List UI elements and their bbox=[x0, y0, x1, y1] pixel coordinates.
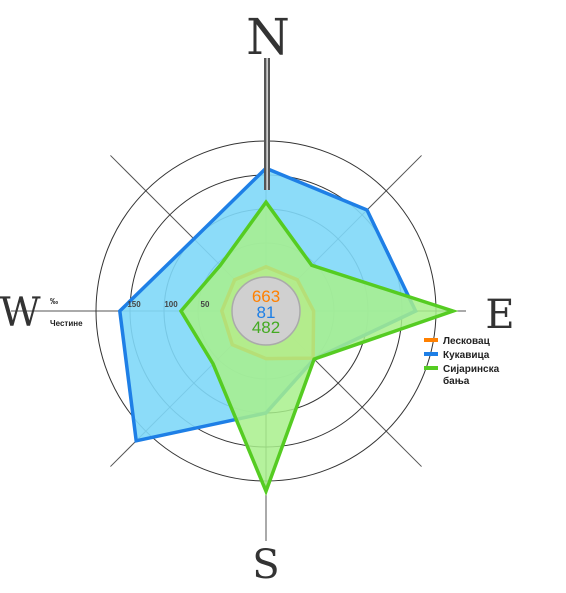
cardinal-west: W bbox=[0, 290, 41, 336]
ring-label-100: 100 bbox=[164, 300, 178, 309]
calm-circle: 663 81 482 bbox=[231, 276, 301, 346]
unit-sublabel: Честине bbox=[50, 319, 83, 328]
ring-label-50: 50 bbox=[201, 300, 210, 309]
calm-disc bbox=[231, 276, 301, 346]
legend-label-sijarinska-line2: бања bbox=[443, 375, 470, 387]
calm-value-leskovac: 663 bbox=[252, 287, 280, 306]
chart-labels: N E S W ‰ Честине 150 100 50 bbox=[0, 8, 515, 588]
legend-label-kukavica: Кукавица bbox=[443, 350, 490, 361]
cardinal-south: S bbox=[252, 542, 279, 588]
cardinal-north: N bbox=[246, 8, 290, 66]
ring-label-150: 150 bbox=[127, 300, 141, 309]
legend-swatch-sijarinska bbox=[424, 366, 438, 370]
calm-value-kukavica: 81 bbox=[257, 303, 276, 322]
legend-label-sijarinska-line1: Сијаринска bbox=[443, 364, 500, 375]
legend-label-sijarinska: Сијаринска бања bbox=[443, 364, 502, 387]
legend-label-leskovac: Лесковац bbox=[443, 336, 491, 347]
legend-swatch-kukavica bbox=[424, 352, 438, 356]
cardinal-east: E bbox=[485, 292, 514, 338]
north-needle bbox=[264, 58, 270, 190]
unit-label: ‰ bbox=[50, 297, 58, 306]
legend-swatch-leskovac bbox=[424, 338, 438, 342]
series-polygon-2 bbox=[178, 199, 459, 497]
calm-value-sijarinska: 482 bbox=[252, 318, 280, 337]
legend: Лесковац Кукавица Сијаринска бања bbox=[424, 336, 502, 387]
